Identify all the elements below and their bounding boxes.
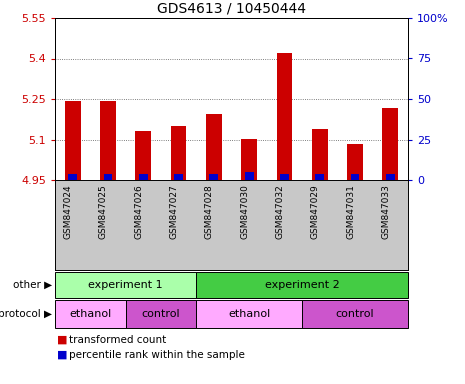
Text: GSM847024: GSM847024 — [64, 184, 73, 239]
Text: GSM847028: GSM847028 — [205, 184, 214, 239]
Bar — [277, 53, 292, 180]
Bar — [100, 101, 116, 180]
Bar — [68, 174, 77, 180]
Bar — [245, 172, 253, 180]
Bar — [302, 300, 408, 328]
Title: GDS4613 / 10450444: GDS4613 / 10450444 — [157, 2, 306, 15]
Bar — [139, 174, 147, 180]
Text: GSM847031: GSM847031 — [346, 184, 355, 239]
Bar — [126, 300, 196, 328]
Bar — [351, 174, 359, 180]
Bar — [104, 174, 113, 180]
Text: GSM847030: GSM847030 — [240, 184, 249, 239]
Bar — [386, 174, 395, 180]
Bar — [280, 174, 289, 180]
Bar — [65, 101, 80, 180]
Bar — [196, 272, 408, 298]
Text: GSM847029: GSM847029 — [311, 184, 320, 239]
Bar — [135, 131, 151, 180]
Bar — [382, 108, 399, 180]
Bar — [55, 272, 196, 298]
Text: ■: ■ — [57, 335, 67, 345]
Text: control: control — [141, 309, 180, 319]
Text: ■: ■ — [57, 350, 67, 360]
Bar — [315, 174, 324, 180]
Text: protocol ▶: protocol ▶ — [0, 309, 52, 319]
Text: experiment 1: experiment 1 — [88, 280, 163, 290]
Text: experiment 2: experiment 2 — [265, 280, 339, 290]
Text: GSM847026: GSM847026 — [134, 184, 143, 239]
Bar — [206, 114, 222, 180]
Bar — [312, 129, 328, 180]
Bar — [174, 174, 183, 180]
Text: ethanol: ethanol — [228, 309, 270, 319]
Bar — [55, 300, 126, 328]
Text: transformed count: transformed count — [69, 335, 166, 345]
Bar — [241, 139, 257, 180]
Text: GSM847033: GSM847033 — [381, 184, 390, 239]
Bar — [209, 174, 218, 180]
Bar — [171, 126, 186, 180]
Text: control: control — [336, 309, 374, 319]
Text: percentile rank within the sample: percentile rank within the sample — [69, 350, 245, 360]
Bar — [347, 144, 363, 180]
Text: GSM847032: GSM847032 — [275, 184, 285, 239]
Text: GSM847027: GSM847027 — [170, 184, 179, 239]
Text: ethanol: ethanol — [69, 309, 112, 319]
Bar — [196, 300, 302, 328]
Text: GSM847025: GSM847025 — [99, 184, 108, 239]
Text: other ▶: other ▶ — [13, 280, 52, 290]
